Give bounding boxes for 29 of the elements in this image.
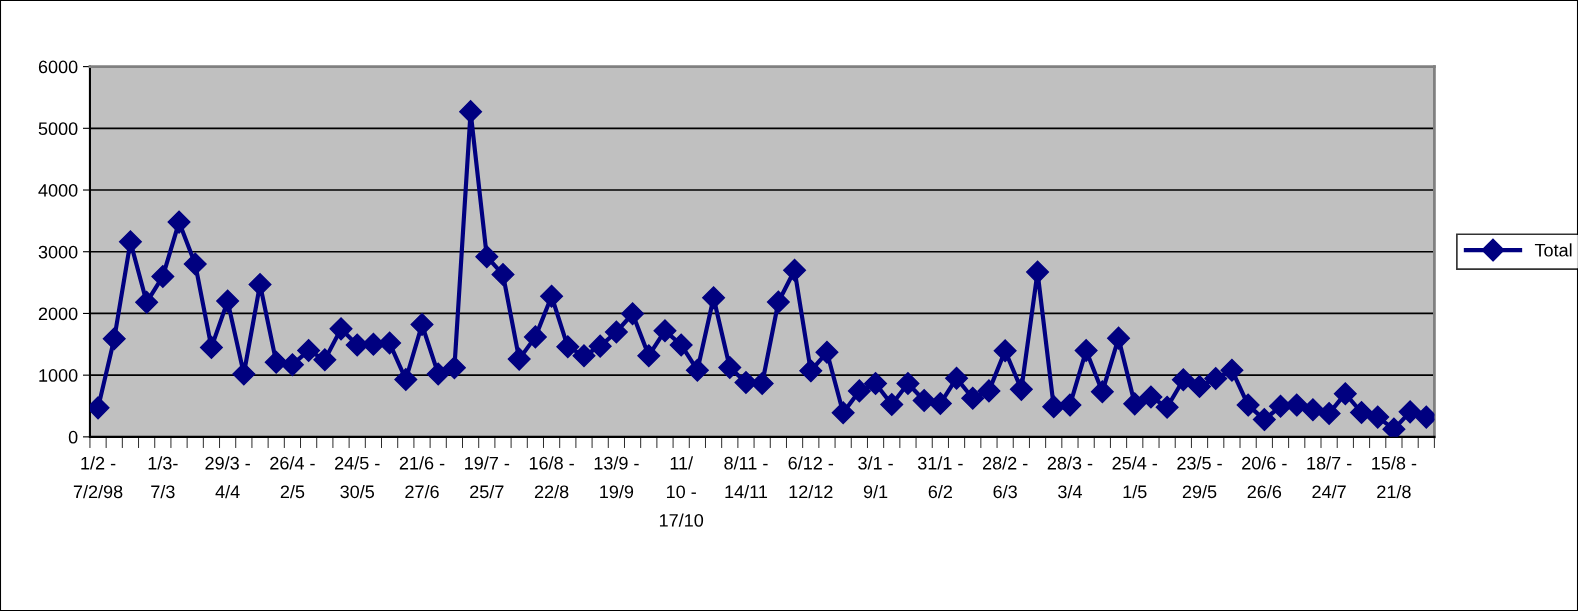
x-tick-label: 3/1 - 9/1	[858, 456, 893, 499]
y-tick-label: 2000	[38, 307, 78, 321]
x-tick-label: 8/11 - 14/11	[724, 456, 768, 499]
y-tick-label: 6000	[38, 60, 78, 74]
y-tick-label: 1000	[39, 369, 78, 382]
x-tick-label: 15/8 - 21/8	[1372, 456, 1417, 499]
x-tick-label: 26/4 - 2/5	[270, 456, 315, 499]
x-tick-label: 1/3- 7/3	[148, 456, 178, 499]
x-tick-label: 24/5 - 30/5	[335, 456, 380, 499]
x-tick-label: 20/6 - 26/6	[1242, 456, 1287, 499]
x-tick-label: 13/9 - 19/9	[594, 456, 639, 499]
x-tick-label: 18/7 - 24/7	[1307, 456, 1352, 499]
y-tick-label: 0	[68, 430, 78, 444]
y-tick-label: 3000	[38, 245, 78, 259]
x-tick-label: 19/7 - 25/7	[465, 456, 510, 499]
x-tick-label: 6/12 - 12/12	[788, 456, 834, 499]
x-tick-label: 23/5 - 29/5	[1177, 456, 1222, 499]
x-tick-label: 11/ 10 - 17/10	[659, 456, 704, 527]
x-tick-label: 31/1 - 6/2	[917, 456, 963, 499]
x-tick-label: 21/6 - 27/6	[399, 456, 445, 499]
y-tick-label: 4000	[38, 183, 78, 197]
legend-label: Total	[1534, 243, 1572, 257]
x-tick-label: 25/4 - 1/5	[1112, 456, 1158, 499]
x-tick-label: 16/8 - 22/8	[529, 456, 574, 499]
y-tick-label: 5000	[38, 122, 78, 136]
x-tick-label: 1/2 - 7/2/98	[73, 456, 123, 499]
x-tick-label: 29/3 - 4/4	[205, 456, 250, 499]
x-tick-label: 28/3 - 3/4	[1047, 456, 1093, 499]
x-tick-label: 28/2 - 6/3	[982, 456, 1028, 499]
